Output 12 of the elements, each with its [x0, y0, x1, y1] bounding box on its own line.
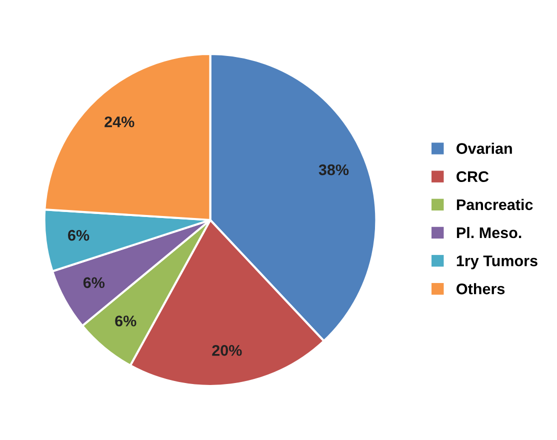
data-label: 20%: [212, 345, 242, 356]
legend-label: Ovarian: [456, 142, 512, 154]
legend-label: Pl. Meso.: [456, 226, 522, 238]
legend-label: CRC: [456, 171, 489, 182]
data-label: 6%: [115, 316, 136, 326]
data-label: 6%: [68, 230, 90, 241]
data-label: 38%: [318, 164, 349, 176]
data-label: 6%: [83, 277, 105, 288]
data-label: 24%: [104, 116, 134, 128]
legend-label: 1ry Tumors: [456, 256, 538, 270]
legend-label: Pancreatic: [456, 198, 533, 210]
legend-label: Others: [456, 283, 505, 294]
